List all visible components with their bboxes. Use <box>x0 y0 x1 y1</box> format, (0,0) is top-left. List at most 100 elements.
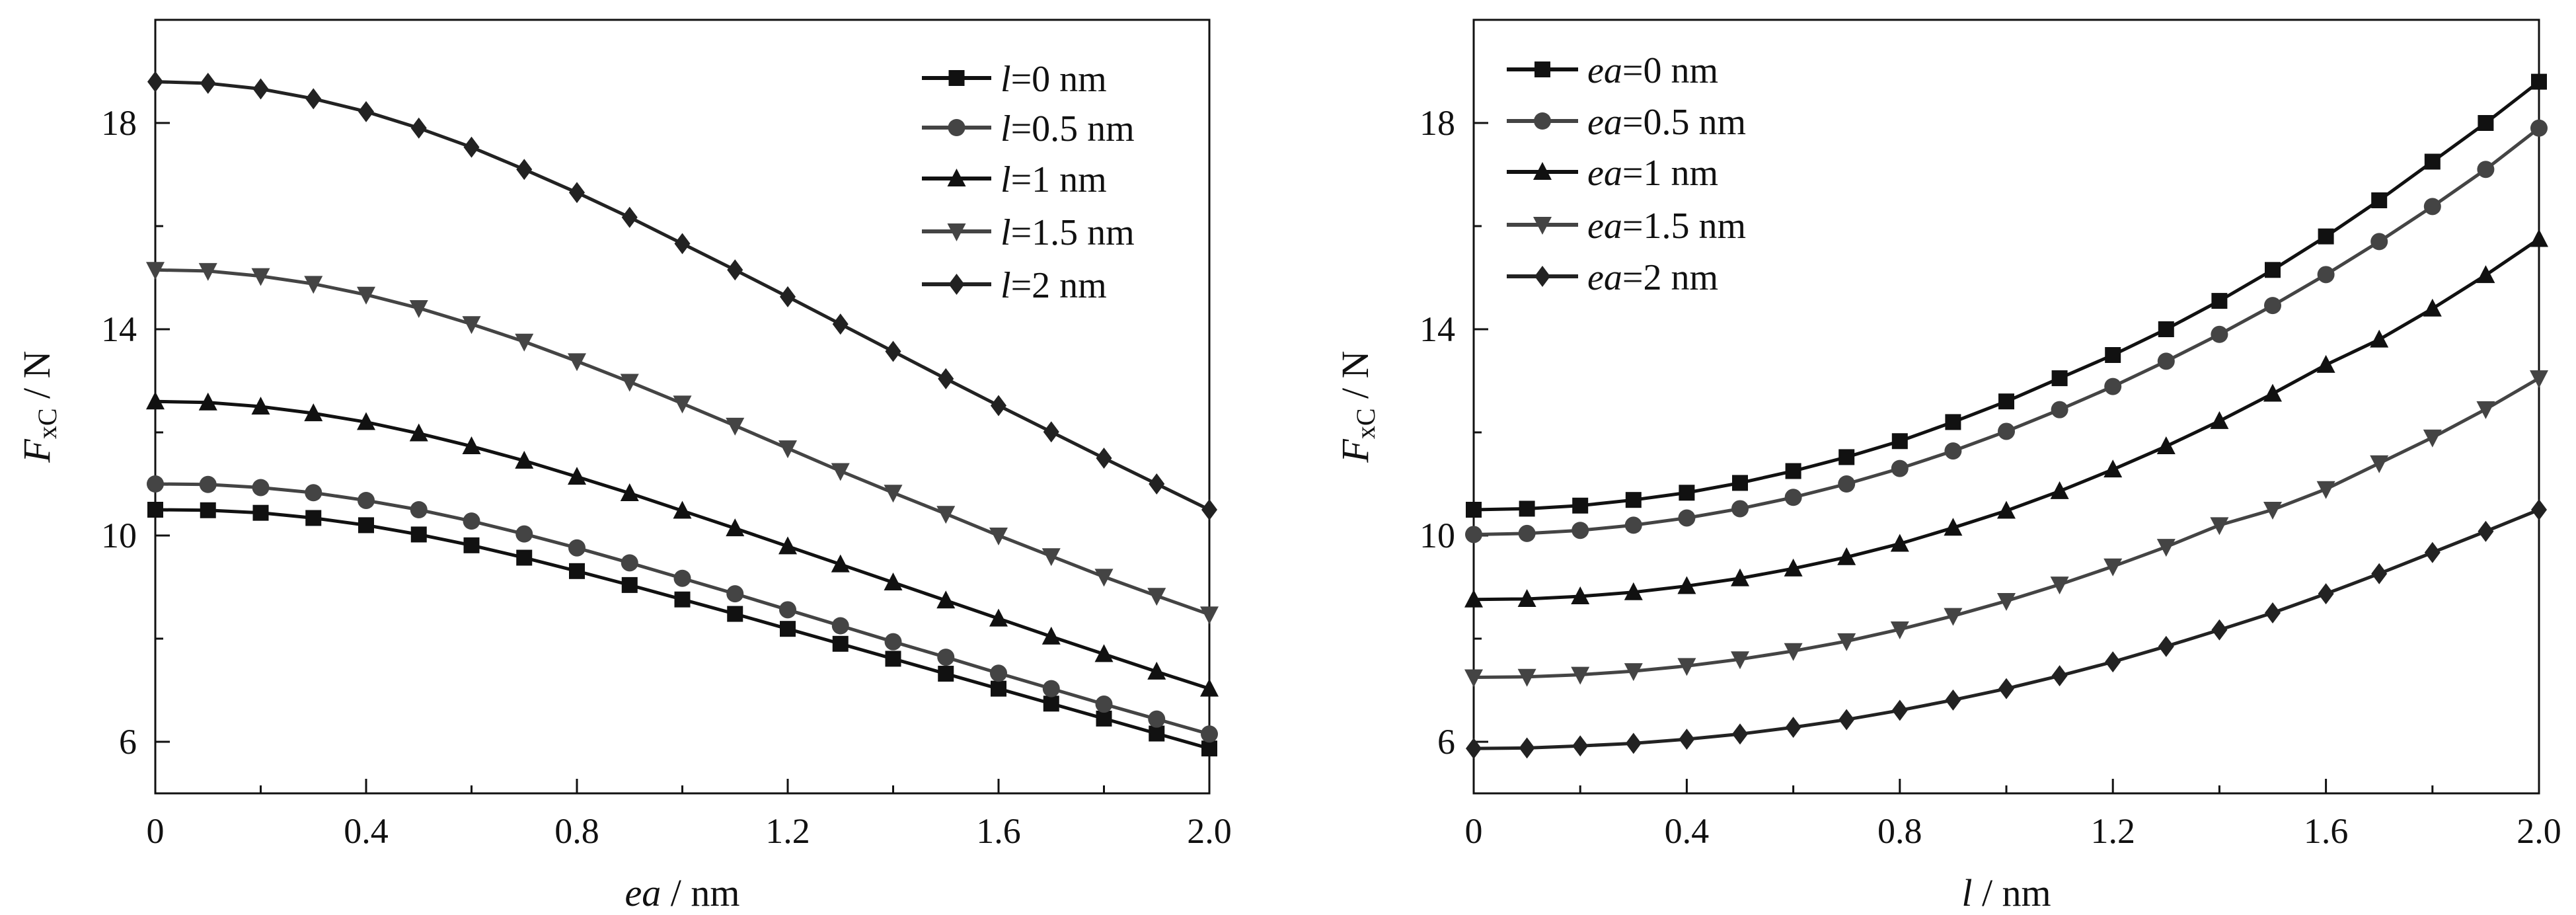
data-point <box>2105 347 2121 363</box>
data-point <box>727 259 743 281</box>
data-point <box>1625 492 1642 508</box>
data-point <box>1200 678 1219 697</box>
legend-label: ea=1 nm <box>1587 153 1718 194</box>
x-tick-label: 1.6 <box>976 811 1021 851</box>
data-point <box>1890 621 1909 639</box>
data-point <box>409 300 428 319</box>
data-point <box>304 403 323 422</box>
data-point <box>199 475 217 493</box>
data-point <box>2156 539 2176 557</box>
x-axis-label: ea / nm <box>625 871 740 914</box>
y-axis-label: FxC / N <box>1334 350 1381 463</box>
legend-label: ea=0.5 nm <box>1587 102 1746 143</box>
data-point <box>1625 733 1642 754</box>
data-point <box>146 391 165 410</box>
data-point <box>1945 689 1961 711</box>
data-point <box>569 182 585 204</box>
data-point <box>726 417 745 436</box>
data-point <box>2051 665 2068 687</box>
series-ea0 <box>1466 73 2547 518</box>
data-point <box>884 572 903 590</box>
data-point <box>1945 414 1961 430</box>
data-point <box>2050 481 2069 499</box>
data-point <box>1944 442 1962 460</box>
data-point <box>1043 696 1059 712</box>
data-point <box>1677 576 1696 594</box>
legend-marker <box>947 223 966 241</box>
data-point <box>938 368 954 389</box>
data-point <box>1519 500 1535 517</box>
legend-label: l=2 nm <box>1001 265 1107 306</box>
data-point <box>1042 680 1060 697</box>
x-tick-label: 2.0 <box>2517 811 2561 851</box>
data-point <box>1731 651 1749 670</box>
legend-label: ea=1.5 nm <box>1587 206 1746 247</box>
data-point <box>358 491 375 509</box>
y-tick-label: 6 <box>1437 722 1455 762</box>
data-point <box>2103 558 2123 577</box>
data-point <box>1466 502 1482 518</box>
data-point <box>515 333 534 352</box>
legend-entry: l=0 nm <box>922 59 1107 100</box>
data-point <box>780 621 796 637</box>
data-point <box>463 512 480 530</box>
legend-entry: l=2 nm <box>922 265 1107 306</box>
data-point <box>1997 500 2016 519</box>
data-point <box>1519 737 1535 759</box>
legend-label: l=0 nm <box>1001 59 1107 100</box>
data-point <box>410 501 428 518</box>
data-point <box>1517 588 1536 607</box>
data-point <box>2423 298 2442 317</box>
series-ea1 <box>1464 229 2548 608</box>
legend-label-value: =0 nm <box>1622 50 1718 91</box>
legend-label-var: l <box>1001 265 1011 306</box>
data-point <box>673 500 692 519</box>
legend-entry: ea=2 nm <box>1507 257 1718 298</box>
series-l2 <box>147 71 1217 520</box>
data-point <box>726 518 745 537</box>
legend-label-value: =0.5 nm <box>1622 102 1746 143</box>
legend-label-var: l <box>1001 212 1011 253</box>
y-axis-label-unit: / N <box>15 350 58 408</box>
data-point <box>1149 725 1165 742</box>
data-point <box>1042 626 1061 645</box>
legend-entry: ea=1.5 nm <box>1507 206 1746 247</box>
data-point <box>1571 666 1590 685</box>
data-point <box>778 536 797 555</box>
y-tick-label: 18 <box>101 103 137 143</box>
data-point <box>2211 293 2228 309</box>
data-point <box>1891 459 1909 477</box>
legend-entry: ea=0.5 nm <box>1507 102 1746 143</box>
legend-marker <box>1533 162 1552 180</box>
data-point <box>831 463 850 481</box>
data-point <box>2316 481 2335 499</box>
data-point <box>1891 433 1908 450</box>
data-point <box>1838 475 1856 493</box>
data-point <box>146 262 165 280</box>
data-point <box>2371 563 2388 584</box>
series-l0 <box>147 502 1217 757</box>
data-point <box>1998 393 2014 410</box>
series-l1.5 <box>146 262 1219 625</box>
y-axis-label-var: F <box>1334 439 1377 463</box>
legend-label: ea=2 nm <box>1587 257 1718 298</box>
data-point <box>1096 448 1112 469</box>
legend-label-value: =1 nm <box>1622 153 1718 194</box>
data-point <box>780 286 796 307</box>
data-point <box>1094 644 1114 662</box>
data-point <box>1624 663 1643 682</box>
data-point <box>674 233 691 255</box>
data-point <box>198 392 217 411</box>
legend-marker <box>948 70 965 86</box>
data-point <box>1944 608 1963 626</box>
data-point <box>304 276 323 294</box>
data-point <box>2424 541 2441 563</box>
data-point <box>462 436 481 455</box>
y-tick-label: 10 <box>101 516 137 555</box>
data-point <box>938 666 954 682</box>
data-point <box>1784 558 1803 577</box>
y-axis-label-subscript: xC <box>32 408 62 439</box>
data-point <box>357 286 375 305</box>
data-point <box>357 412 375 430</box>
series-ea0.5 <box>1465 119 2548 543</box>
